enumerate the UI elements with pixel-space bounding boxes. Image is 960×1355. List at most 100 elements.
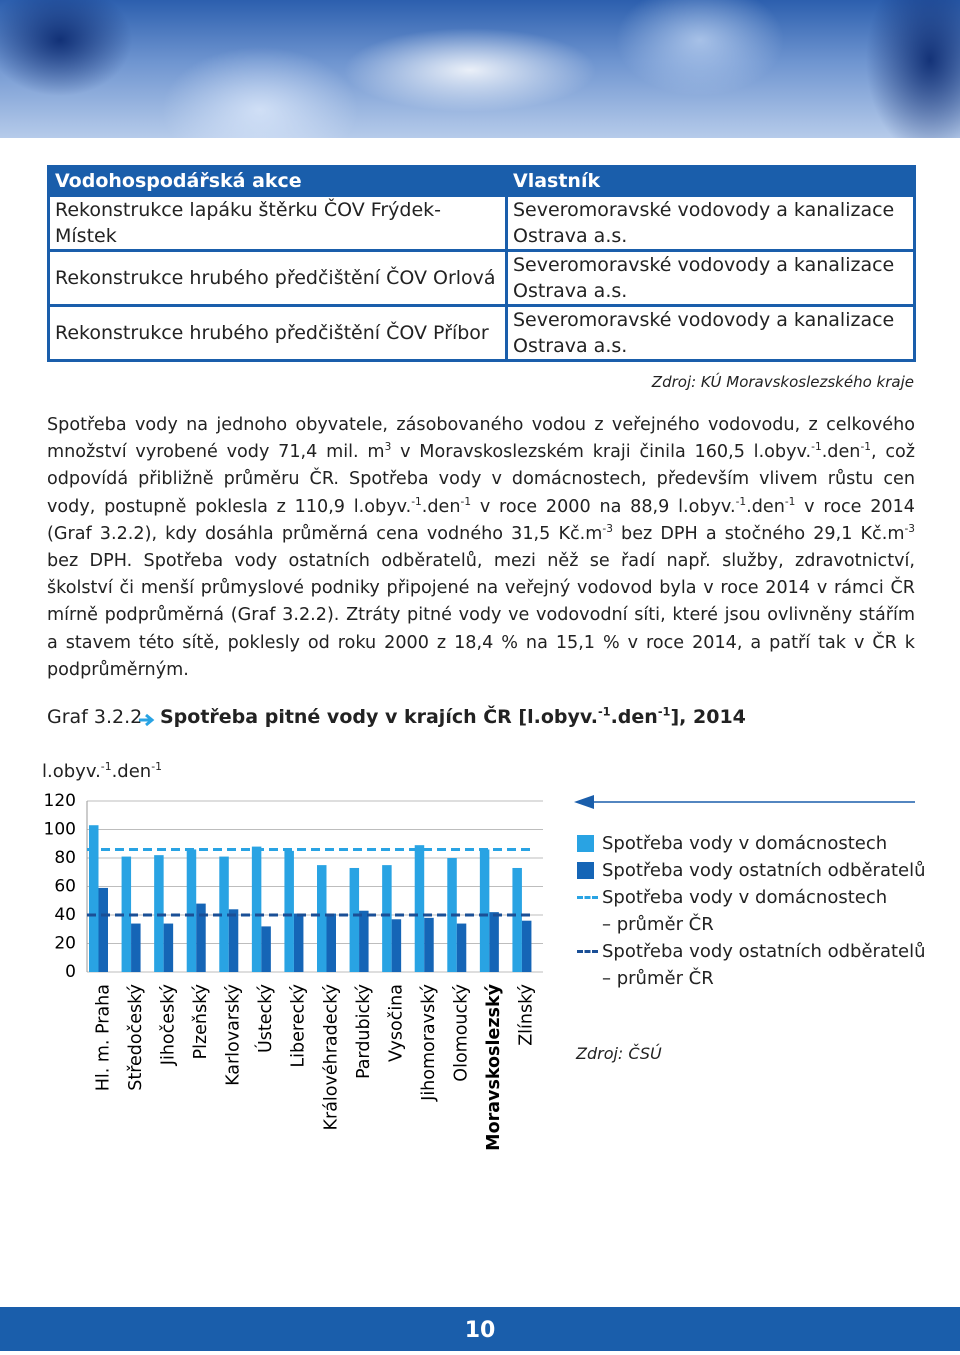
x-tick-label: Jihočeský bbox=[158, 984, 178, 1066]
table-cell: Severomoravské vodovody a kanalizace Ost… bbox=[505, 249, 916, 307]
text-run: .den bbox=[746, 496, 785, 517]
bar bbox=[317, 865, 327, 972]
chart: 0 20 40 60 80 100 120 Hl. m. Praha Středočeský Ji… bbox=[44, 791, 915, 1151]
x-tick-label: Zlínský bbox=[517, 984, 537, 1046]
text-run: v roce 2014 (Graf 3.2.2), kdy dosáhla pr… bbox=[47, 496, 916, 544]
bar bbox=[251, 846, 262, 972]
x-tick-label: Pardubický bbox=[354, 984, 374, 1079]
text-run: ], 2014 bbox=[670, 706, 746, 728]
y-tick-label: 0 bbox=[65, 962, 76, 982]
x-tick-label: Karlovarský bbox=[224, 984, 244, 1086]
text-run: .den bbox=[111, 761, 152, 782]
text-run: bez DPH. Spotřeba vody ostatních odběrat… bbox=[47, 551, 915, 680]
table-row: Rekonstrukce hrubého předčištění ČOV Pří… bbox=[47, 304, 916, 362]
bar bbox=[414, 845, 425, 972]
superscript: -1 bbox=[784, 495, 796, 508]
table-cell: Severomoravské vodovody a kanalizace Ost… bbox=[505, 304, 916, 362]
x-tick-label: Plzeňský bbox=[191, 984, 211, 1059]
legend-swatch bbox=[576, 857, 602, 884]
header-cell: Vodohospodářská akce bbox=[47, 165, 508, 197]
chart-title: Spotřeba pitné vody v krajích ČR [l.obyv… bbox=[160, 706, 746, 728]
superscript: -1 bbox=[860, 441, 871, 454]
table-body: Rekonstrukce lapáku štěrku ČOV Frýdek-Mí… bbox=[47, 194, 916, 362]
x-tick-label: Jihomoravský bbox=[419, 984, 439, 1102]
table: Vodohospodářská akce Vlastník Rekonstruk… bbox=[47, 165, 916, 362]
table-source: Zdroj: KÚ Moravskoslezského kraje bbox=[651, 373, 914, 391]
y-tick-label: 100 bbox=[44, 820, 76, 840]
legend-square bbox=[577, 835, 594, 852]
arrow-icon bbox=[139, 713, 155, 727]
table-row: Rekonstrukce hrubého předčištění ČOV Orl… bbox=[47, 249, 916, 307]
bar bbox=[98, 887, 108, 972]
bar bbox=[521, 920, 532, 972]
text-run: Spotřeba vody na jednoho obyvatele, záso… bbox=[47, 415, 915, 463]
x-tick-label: Vysočina bbox=[386, 984, 406, 1062]
bar bbox=[163, 923, 174, 972]
y-tick-label: 40 bbox=[54, 905, 76, 925]
legend-dash bbox=[577, 896, 598, 899]
bar bbox=[391, 919, 402, 972]
text-run: .den bbox=[821, 442, 861, 463]
superscript: -1 bbox=[597, 704, 611, 719]
bar bbox=[382, 865, 392, 972]
header-cell: Vlastník bbox=[505, 165, 916, 197]
legend-item: Spotřeba vody v domácnostech bbox=[576, 830, 926, 857]
legend-text: Spotřeba vody ostatních odběratelů – prů… bbox=[602, 941, 926, 989]
table-cell: Rekonstrukce lapáku štěrku ČOV Frýdek-Mí… bbox=[47, 194, 508, 252]
superscript: -3 bbox=[904, 522, 915, 535]
legend-text: Spotřeba vody ostatních odběratelů bbox=[602, 860, 926, 881]
y-tick-label: 120 bbox=[44, 791, 76, 811]
x-tick-label: Moravskoslezský bbox=[484, 983, 504, 1150]
legend-dash bbox=[577, 950, 598, 953]
bar bbox=[121, 856, 132, 972]
legend-item: Spotřeba vody ostatních odběratelů bbox=[576, 857, 926, 884]
legend-text: Spotřeba vody v domácnostech bbox=[602, 833, 888, 854]
superscript: -1 bbox=[100, 760, 112, 773]
legend-swatch bbox=[576, 884, 602, 911]
header-banner bbox=[0, 0, 960, 138]
superscript: 3 bbox=[384, 441, 392, 454]
superscript: -1 bbox=[735, 495, 747, 508]
legend-item: Spotřeba vody ostatních odběratelů – prů… bbox=[576, 938, 926, 992]
table-cell: Rekonstrukce hrubého předčištění ČOV Pří… bbox=[47, 304, 508, 362]
x-tick-label: Ústecký bbox=[254, 984, 276, 1053]
text-run: v Moravskoslezském kraji činila 160,5 l.… bbox=[391, 442, 812, 463]
x-tick-label: Liberecký bbox=[289, 984, 309, 1068]
table-cell: Rekonstrukce hrubého předčištění ČOV Orl… bbox=[47, 249, 508, 307]
table-header: Vodohospodářská akce Vlastník bbox=[47, 165, 916, 197]
bar bbox=[424, 917, 434, 972]
table-cell: Severomoravské vodovody a kanalizace Ost… bbox=[505, 194, 916, 252]
x-tick-label: Olomoucký bbox=[452, 984, 472, 1082]
text-run: .den bbox=[610, 706, 658, 728]
text-run: bez DPH a stočného 29,1 Kč.m bbox=[612, 523, 905, 544]
legend: Spotřeba vody v domácnostech Spotřeba vod… bbox=[576, 830, 926, 992]
bar bbox=[293, 913, 304, 972]
legend-item: Spotřeba vody v domácnostech – průměr ČR bbox=[576, 884, 926, 938]
legend-swatch bbox=[576, 830, 602, 857]
bar bbox=[349, 867, 360, 972]
paragraph: Spotřeba vody na jednoho obyvatele, záso… bbox=[47, 412, 915, 684]
legend-text: Spotřeba vody v domácnostech – průměr ČR bbox=[602, 887, 888, 935]
bar bbox=[284, 850, 294, 972]
superscript: -3 bbox=[602, 522, 613, 535]
bar bbox=[359, 910, 369, 972]
figure-label: Graf 3.2.2 bbox=[47, 706, 143, 728]
bar bbox=[219, 856, 229, 972]
bar bbox=[186, 849, 197, 972]
bar bbox=[456, 923, 467, 972]
bar bbox=[228, 909, 239, 972]
bar bbox=[196, 903, 206, 972]
pointer-arrowhead bbox=[574, 795, 594, 809]
x-tick-label: Středočeský bbox=[126, 984, 146, 1091]
bar bbox=[89, 825, 99, 972]
page-number: 10 bbox=[0, 1307, 960, 1351]
text-run: v roce 2000 na 88,9 l.obyv. bbox=[471, 496, 736, 517]
superscript: -1 bbox=[657, 704, 671, 719]
bar bbox=[479, 849, 490, 972]
superscript: -1 bbox=[411, 495, 422, 508]
y-axis-label: l.obyv.-1.den-1 bbox=[42, 761, 162, 782]
bar bbox=[512, 867, 522, 972]
y-tick-label: 60 bbox=[54, 877, 76, 897]
text-run: Spotřeba pitné vody v krajích ČR [l.obyv… bbox=[160, 706, 598, 728]
